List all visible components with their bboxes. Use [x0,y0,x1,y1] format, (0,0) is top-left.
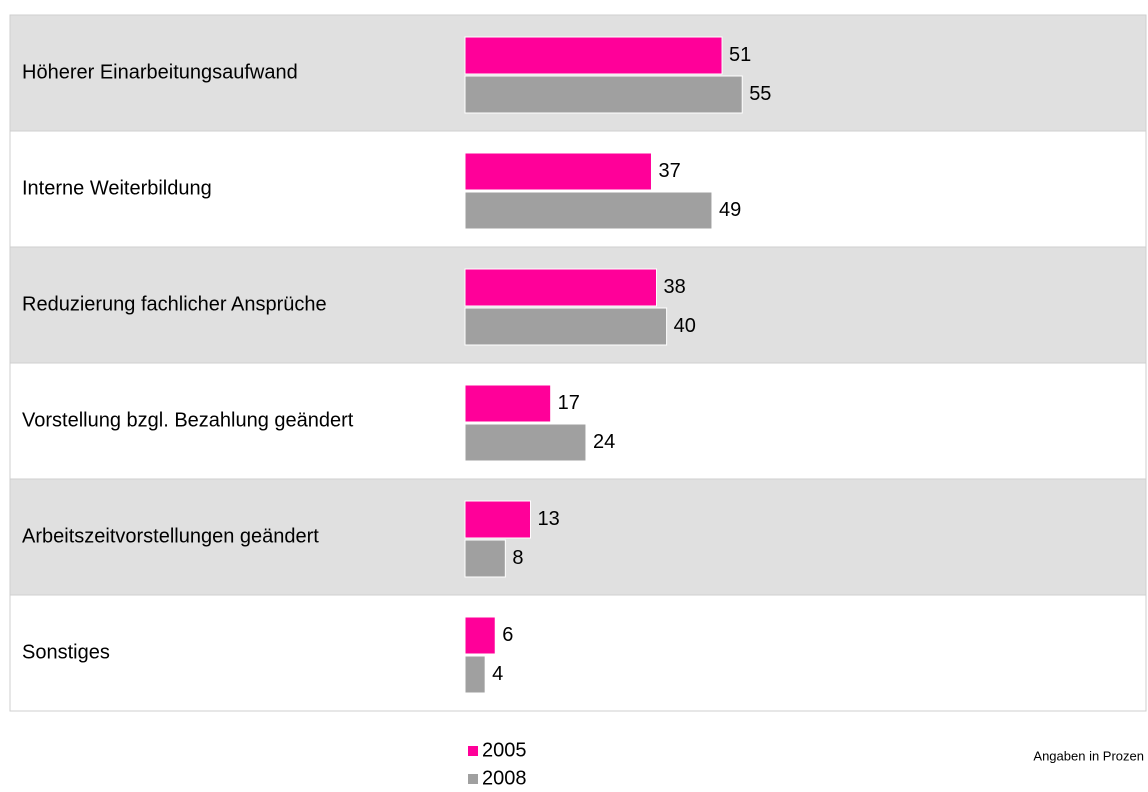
bar [464,191,713,230]
value-label: 24 [593,431,615,453]
bar [464,307,668,346]
category-label: Vorstellung bzgl. Bezahlung geändert [22,409,354,431]
row-band [9,478,1147,596]
value-label: 38 [664,276,686,298]
bar [464,384,552,423]
value-label: 17 [558,392,580,414]
bar [464,268,658,307]
category-label: Arbeitszeitvorstellungen geändert [22,525,319,547]
legend-label: 2008 [482,767,527,789]
legend-swatch [468,774,478,784]
value-label: 13 [538,508,560,530]
value-label: 55 [749,83,771,105]
category-label: Sonstiges [22,641,110,663]
value-label: 37 [658,160,680,182]
bar [464,655,486,694]
value-label: 51 [729,44,751,66]
note: Angaben in Prozen [1033,748,1144,763]
bar [464,75,743,114]
bar [464,36,723,75]
bar [464,539,506,578]
row-band [9,594,1147,712]
value-label: 4 [492,663,503,685]
legend-swatch [468,746,478,756]
value-label: 6 [502,624,513,646]
bar [464,616,496,655]
value-label: 40 [674,315,696,337]
value-label: 8 [512,547,523,569]
legend-label: 2005 [482,739,527,761]
bar [464,500,532,539]
bar [464,423,587,462]
category-label: Interne Weiterbildung [22,177,212,199]
category-label: Reduzierung fachlicher Ansprüche [22,293,327,315]
category-label: Höherer Einarbeitungsaufwand [22,61,298,83]
value-label: 49 [719,199,741,221]
bar [464,152,652,191]
